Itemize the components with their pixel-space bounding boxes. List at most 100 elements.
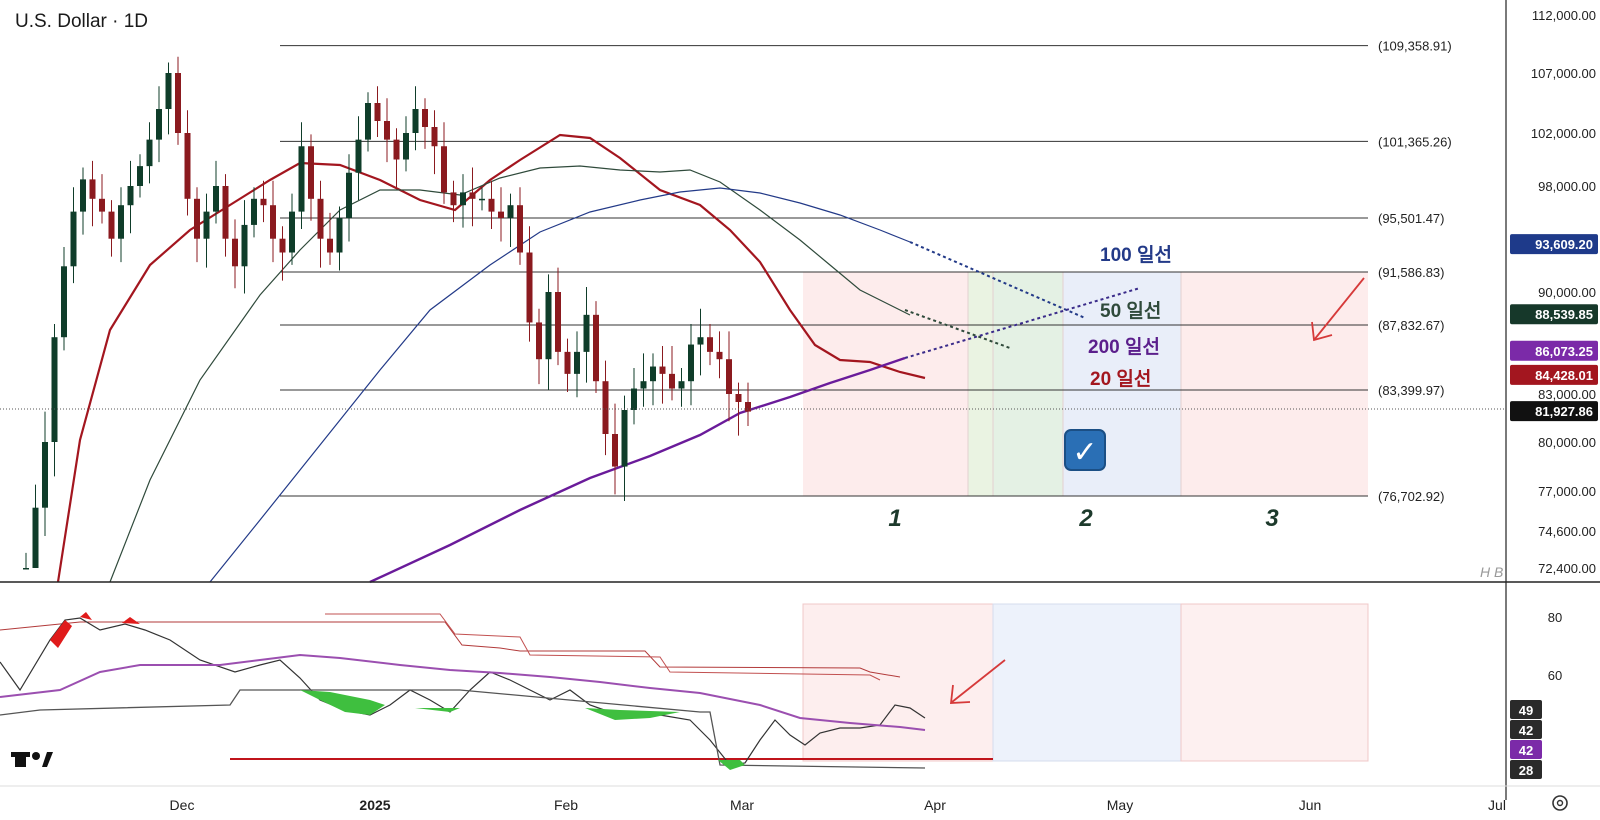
price-tag-label: 93,609.20 [1535, 237, 1593, 252]
highlight-zones [802, 272, 1369, 762]
settings-gear-icon[interactable] [1552, 795, 1568, 811]
level-label: (101,365.26) [1378, 134, 1452, 149]
candle-body [745, 402, 751, 412]
ind-oversold-fill [585, 708, 680, 720]
candle-body [621, 410, 628, 467]
candle-body [602, 381, 609, 434]
candle-body [716, 351, 723, 360]
candle-body [127, 186, 134, 206]
candle-body [393, 139, 400, 160]
candle-body [564, 351, 571, 374]
ind-overbought-fill [80, 612, 92, 620]
candle-body [374, 103, 381, 121]
candle-body [593, 314, 599, 382]
candle-body [213, 186, 219, 212]
candle-body [498, 211, 504, 219]
level-label: (109,358.91) [1378, 39, 1452, 54]
candle-body [431, 127, 438, 147]
candle-body [365, 103, 371, 140]
candle-body [279, 238, 286, 253]
candle-body [317, 198, 324, 239]
price-tick: 80,000.00 [1538, 435, 1596, 450]
ind-oversold-fill [718, 760, 745, 770]
ind-oversold-fill [300, 690, 385, 715]
ind-oversold-fill [415, 708, 460, 712]
ind-tag [1510, 700, 1542, 719]
price-tick: 102,000.00 [1531, 126, 1596, 141]
ma-label: 20 일선 [1090, 368, 1151, 390]
time-tick: Jul [1488, 797, 1506, 813]
ma100-projection [909, 241, 1086, 319]
candle-body [165, 73, 172, 109]
candle-body [175, 73, 181, 133]
ma50-line [109, 165, 911, 583]
time-tick: Feb [554, 797, 578, 813]
candle-body [355, 139, 362, 173]
ind-tag-label: 42 [1519, 743, 1533, 758]
candle-body [108, 211, 115, 239]
candle-body [517, 205, 523, 253]
annotation-arrow-icon [949, 277, 1365, 704]
price-tag-label: 81,927.86 [1535, 404, 1593, 419]
candle-body [260, 198, 267, 206]
level-label: (95,501.47) [1378, 211, 1445, 226]
ma-label: 50 일선 [1100, 300, 1161, 322]
candle-body [70, 211, 77, 267]
candle-body [118, 205, 124, 239]
tradingview-logo-icon [11, 752, 53, 767]
ind-upper-band [325, 613, 881, 681]
zone-number: 1 [888, 505, 901, 532]
time-tick: Jun [1299, 797, 1322, 813]
ma200-projection [904, 287, 1141, 359]
ma20-line [56, 133, 926, 583]
candle-body [450, 192, 457, 206]
price-tick: 112,000.00 [1532, 8, 1596, 23]
candle-body [298, 146, 305, 212]
candle-body [99, 198, 105, 212]
candle-body [61, 266, 67, 338]
ind-tick: 60 [1548, 668, 1562, 683]
zone-green [993, 272, 1063, 496]
candle-body [631, 388, 637, 410]
level-label: (76,702.92) [1378, 489, 1445, 504]
ma200-line [369, 356, 906, 584]
candle-body [545, 292, 552, 360]
ind-zone-red-2 [1180, 603, 1369, 762]
candle-body [89, 179, 96, 199]
candle-body [697, 337, 704, 345]
ma50-projection [904, 309, 1011, 349]
candle-body [146, 139, 153, 167]
ind-overbought-fill [50, 620, 72, 648]
ind-zone-blue [992, 603, 1182, 762]
level-label: (91,586.83) [1378, 265, 1445, 280]
candle-body [289, 211, 295, 253]
ind-overbought-fill [122, 617, 140, 624]
candle-body [184, 133, 191, 199]
price-tag [1510, 364, 1598, 385]
time-tick: Mar [730, 797, 754, 813]
ma-labels: 100 일선 50 일선 200 일선 20 일선 [1088, 244, 1172, 390]
price-tag-label: 84,428.01 [1535, 368, 1593, 383]
ma-trend-projections [904, 241, 1141, 359]
candle-body [669, 373, 675, 389]
level-labels: (109,358.91) (101,365.26) (95,501.47) (91,5… [1378, 39, 1452, 504]
price-axis-tags: 93,609.20 88,539.85 86,073.25 84,428.01 81,9… [1510, 234, 1598, 422]
ma-label: 100 일선 [1100, 244, 1172, 266]
candle-body [469, 192, 476, 199]
candle-body [536, 322, 542, 360]
candle-body [479, 198, 485, 201]
candle-body [336, 218, 343, 253]
candle-body [735, 394, 742, 402]
candle-body [678, 381, 685, 389]
candlesticks [23, 56, 751, 570]
level-label: (87,832.67) [1378, 318, 1445, 333]
candle-body [42, 442, 48, 508]
candle-body [612, 434, 618, 467]
price-tag [1510, 304, 1598, 325]
time-tick: Apr [924, 797, 946, 813]
level-label: (83,399.97) [1378, 383, 1445, 398]
candle-body [23, 568, 29, 570]
price-tick: 77,000.00 [1538, 484, 1596, 499]
ind-signal-line [0, 653, 926, 731]
